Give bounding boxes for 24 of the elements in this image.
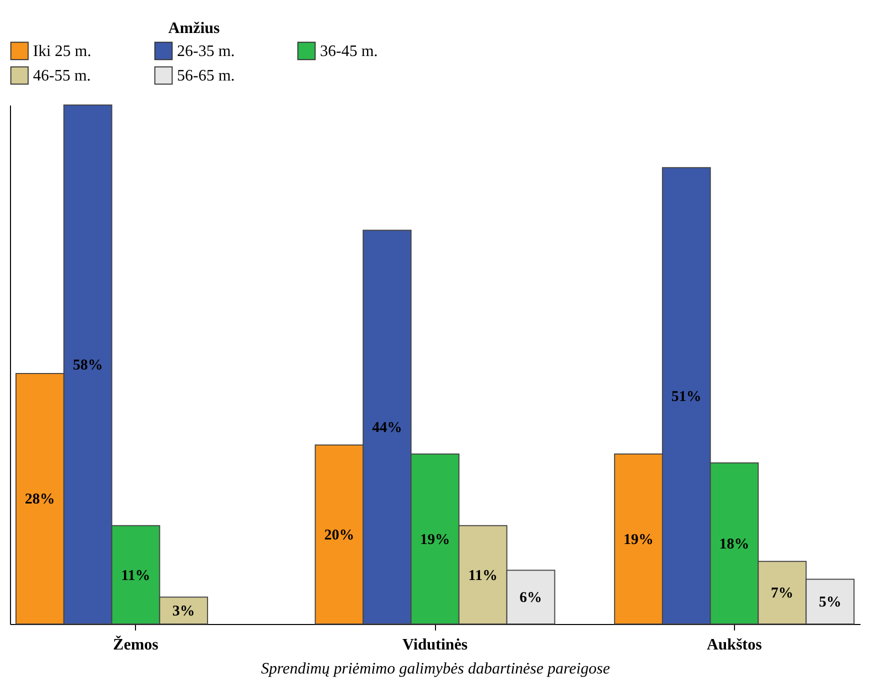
x-tick-label: Žemos <box>113 636 158 654</box>
data-label: 20% <box>324 528 354 544</box>
data-label: 18% <box>719 536 750 552</box>
legend-label: 56-65 m. <box>177 68 235 84</box>
data-label: 6% <box>520 590 542 606</box>
legend-label: 26-35 m. <box>177 42 235 60</box>
data-label: 7% <box>770 586 794 602</box>
x-tick-label: Vidutinės <box>402 636 468 654</box>
data-label: 51% <box>671 388 702 405</box>
data-label: 28% <box>24 492 55 508</box>
data-label: 3% <box>172 604 195 620</box>
data-label: 58% <box>72 358 103 374</box>
x-tick-label: Aukštos <box>706 636 762 654</box>
legend-label: 46-55 m. <box>33 68 91 84</box>
legend-title: Amžius <box>168 20 220 37</box>
data-label: 19% <box>624 532 654 548</box>
data-label: 19% <box>420 532 450 548</box>
data-label: 5% <box>818 594 842 611</box>
data-label: 11% <box>468 568 498 584</box>
x-axis-title: Sprendimų priėmimo galimybės dabartinėse pareigose <box>261 660 610 678</box>
data-label: 11% <box>121 568 150 584</box>
data-label: 44% <box>372 420 402 436</box>
legend-label: Iki 25 m. <box>33 42 92 60</box>
legend-label: 36-45 m. <box>320 42 378 60</box>
